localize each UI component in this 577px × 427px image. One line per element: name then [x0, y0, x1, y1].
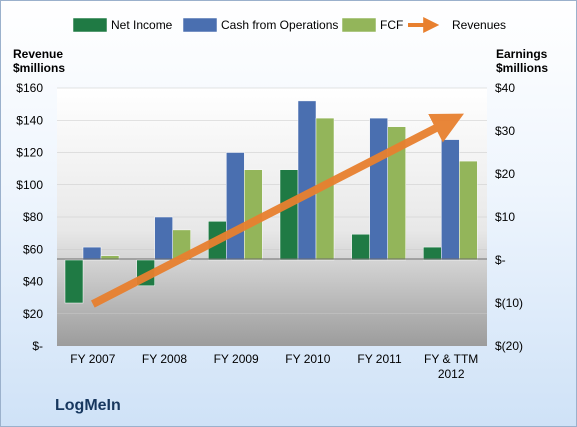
- right-tick-label: $10: [495, 210, 515, 224]
- legend-swatch: [341, 17, 377, 33]
- legend-label: FCF: [380, 18, 403, 32]
- left-tick-label: $-: [32, 339, 43, 353]
- x-tick-label: FY & TTM 2012: [424, 352, 478, 381]
- bar-cash-from-operations: [154, 216, 173, 261]
- bar-net-income: [64, 259, 84, 304]
- left-tick-label: $40: [23, 275, 43, 289]
- x-axis-ticks: FY 2007 FY 2008 FY 2009 FY 2010 FY 2011 FY & …: [70, 352, 478, 381]
- right-tick-label: $(10): [495, 296, 523, 310]
- bars: [64, 100, 478, 304]
- left-axis-title-line1: Revenue: [13, 47, 63, 61]
- x-tick-label: FY 2011: [357, 352, 402, 366]
- left-tick-label: $20: [23, 307, 43, 321]
- bar-cash-from-operations: [82, 246, 102, 261]
- bar-net-income: [351, 233, 370, 261]
- bar-net-income: [279, 169, 299, 261]
- x-tick-label: FY 2009: [214, 352, 259, 366]
- bar-net-income: [423, 246, 442, 261]
- bar-fcf: [100, 255, 120, 261]
- right-tick-label: $20: [495, 167, 515, 181]
- left-axis-title-line2: $millions: [13, 61, 65, 75]
- bar-cash-from-operations: [441, 139, 460, 261]
- legend-label: Cash from Operations: [221, 18, 338, 32]
- revenue-line-group: [91, 113, 464, 308]
- bar-fcf: [459, 160, 478, 261]
- legend-swatch: [72, 17, 108, 33]
- bar-cash-from-operations: [369, 117, 388, 261]
- bar-fcf: [387, 126, 406, 261]
- x-tick-label: FY 2008: [142, 352, 187, 366]
- right-axis-title-line2: $millions: [496, 61, 548, 75]
- left-tick-label: $160: [16, 81, 43, 95]
- bar-cash-from-operations: [297, 100, 317, 261]
- right-axis-ticks: $(20) $(10) $- $10 $20 $30 $40: [495, 81, 523, 353]
- left-tick-label: $100: [16, 178, 43, 192]
- right-tick-label: $-: [495, 253, 506, 267]
- left-tick-label: $120: [16, 146, 43, 160]
- company-name: LogMeIn: [55, 397, 121, 414]
- left-axis-ticks: $- $20 $40 $60 $80 $100 $120 $140 $160: [16, 81, 43, 353]
- legend: Net Income Cash from Operations FCF Revenue…: [72, 17, 506, 33]
- x-tick-label: FY 2010: [285, 352, 330, 366]
- left-tick-label: $80: [23, 210, 43, 224]
- legend-label: Revenues: [452, 18, 506, 32]
- right-axis-title-line1: Earnings: [496, 47, 548, 61]
- bar-cash-from-operations: [226, 152, 245, 261]
- left-tick-label: $60: [23, 242, 43, 256]
- revenue-trend-arrow: [91, 113, 464, 308]
- right-tick-label: $30: [495, 124, 515, 138]
- right-tick-label: $(20): [495, 339, 523, 353]
- x-tick-label: FY 2007: [70, 352, 115, 366]
- legend-swatch: [182, 17, 218, 33]
- legend-label: Net Income: [111, 18, 173, 32]
- right-tick-label: $40: [495, 81, 515, 95]
- left-tick-label: $140: [16, 113, 43, 127]
